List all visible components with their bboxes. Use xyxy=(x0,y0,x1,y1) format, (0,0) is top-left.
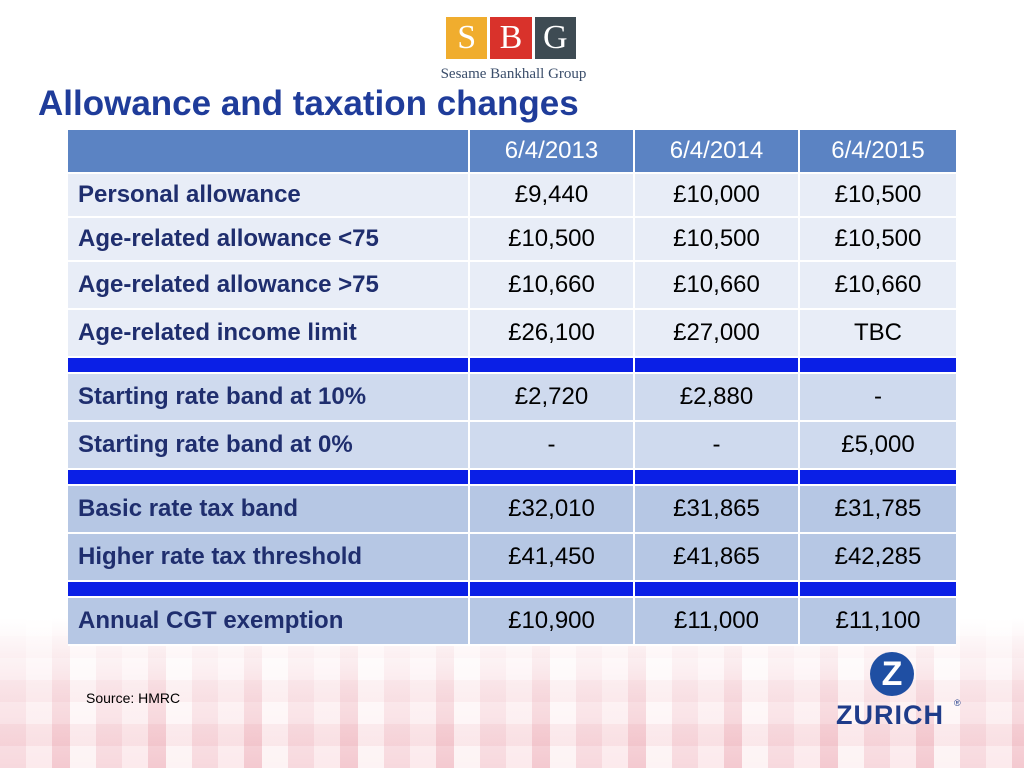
row-label: Starting rate band at 10% xyxy=(68,374,470,420)
page-title: Allowance and taxation changes xyxy=(38,84,579,123)
row-label: Age-related allowance <75 xyxy=(68,218,470,260)
table-separator xyxy=(68,358,956,374)
table-separator xyxy=(68,582,956,598)
row-value: TBC xyxy=(800,310,956,356)
row-value: £9,440 xyxy=(470,174,635,216)
row-label: Starting rate band at 0% xyxy=(68,422,470,468)
row-label: Personal allowance xyxy=(68,174,470,216)
row-value: £31,865 xyxy=(635,486,800,532)
table-separator xyxy=(68,470,956,486)
table-row: Age-related allowance <75 £10,500 £10,50… xyxy=(68,218,956,262)
row-value: £31,785 xyxy=(800,486,956,532)
row-value: £11,000 xyxy=(635,598,800,644)
table-row: Personal allowance £9,440 £10,000 £10,50… xyxy=(68,174,956,218)
row-value: £10,000 xyxy=(635,174,800,216)
row-value: £10,500 xyxy=(635,218,800,260)
row-value: £26,100 xyxy=(470,310,635,356)
row-label: Age-related allowance >75 xyxy=(68,262,470,308)
row-value: £27,000 xyxy=(635,310,800,356)
source-note: Source: HMRC xyxy=(86,690,181,706)
sbg-logo: S B G Sesame Bankhall Group xyxy=(441,17,586,82)
row-value: £2,720 xyxy=(470,374,635,420)
row-value: - xyxy=(800,374,956,420)
registered-mark: ® xyxy=(954,698,961,708)
sbg-logo-g: G xyxy=(534,17,576,59)
row-value: £11,100 xyxy=(800,598,956,644)
table-row: Annual CGT exemption £10,900 £11,000 £11… xyxy=(68,598,956,646)
row-value: £42,285 xyxy=(800,534,956,580)
sbg-logo-boxes: S B G xyxy=(446,17,576,59)
row-value: £10,660 xyxy=(800,262,956,308)
table-row: Basic rate tax band £32,010 £31,865 £31,… xyxy=(68,486,956,534)
row-label: Higher rate tax threshold xyxy=(68,534,470,580)
table-row: Higher rate tax threshold £41,450 £41,86… xyxy=(68,534,956,582)
sbg-logo-name: Sesame Bankhall Group xyxy=(440,66,587,82)
zurich-logo: Z ZURICH ® xyxy=(836,652,966,732)
row-value: £10,500 xyxy=(800,174,956,216)
table-row: Starting rate band at 10% £2,720 £2,880 … xyxy=(68,374,956,422)
header-cell-2013: 6/4/2013 xyxy=(470,130,635,172)
row-value: £2,880 xyxy=(635,374,800,420)
allowance-table: 6/4/2013 6/4/2014 6/4/2015 Personal allo… xyxy=(68,130,956,646)
row-value: £10,660 xyxy=(470,262,635,308)
table-row: Starting rate band at 0% - - £5,000 xyxy=(68,422,956,470)
row-label: Annual CGT exemption xyxy=(68,598,470,644)
row-value: - xyxy=(635,422,800,468)
header-cell-2014: 6/4/2014 xyxy=(635,130,800,172)
row-value: - xyxy=(470,422,635,468)
header-cell-2015: 6/4/2015 xyxy=(800,130,956,172)
row-label: Age-related income limit xyxy=(68,310,470,356)
table-header-row: 6/4/2013 6/4/2014 6/4/2015 xyxy=(68,130,956,174)
row-value: £5,000 xyxy=(800,422,956,468)
table-row: Age-related income limit £26,100 £27,000… xyxy=(68,310,956,358)
row-value: £32,010 xyxy=(470,486,635,532)
sbg-logo-s: S xyxy=(446,17,488,59)
zurich-z-icon: Z xyxy=(870,652,914,696)
row-value: £10,900 xyxy=(470,598,635,644)
row-label: Basic rate tax band xyxy=(68,486,470,532)
row-value: £41,450 xyxy=(470,534,635,580)
row-value: £10,660 xyxy=(635,262,800,308)
table-row: Age-related allowance >75 £10,660 £10,66… xyxy=(68,262,956,310)
row-value: £10,500 xyxy=(470,218,635,260)
row-value: £10,500 xyxy=(800,218,956,260)
sbg-logo-b: B xyxy=(490,17,532,59)
header-cell-empty xyxy=(68,130,470,172)
row-value: £41,865 xyxy=(635,534,800,580)
zurich-wordmark: ZURICH xyxy=(836,700,944,730)
